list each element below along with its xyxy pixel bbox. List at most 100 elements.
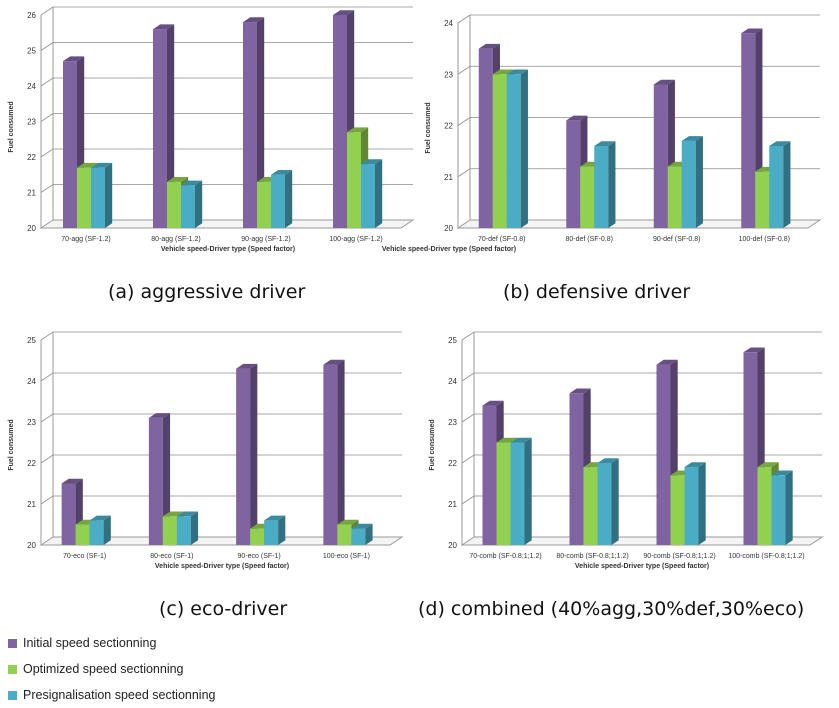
gridline: [457, 117, 820, 126]
bar-front: [243, 22, 257, 228]
bar-side: [195, 180, 203, 228]
bar-top: [337, 519, 359, 525]
bar-side: [250, 363, 258, 545]
bar-front: [337, 524, 352, 545]
x-tick-label: 70-def (SF-0.8): [478, 236, 525, 243]
bar-side: [105, 162, 113, 228]
bar-top: [757, 462, 779, 468]
bar-presignalisation: [181, 180, 203, 228]
gridline: [40, 372, 402, 382]
bar-side: [783, 141, 791, 228]
bar-top: [743, 347, 765, 353]
bar-top: [91, 162, 113, 168]
y-tick-label: 21: [27, 189, 36, 198]
bar-top: [89, 515, 111, 521]
bar-presignalisation: [176, 511, 199, 545]
bar-front: [250, 528, 265, 545]
x-tick-label: 80-comb (SF-0.8;1;1.2): [556, 553, 628, 560]
bar-front: [757, 467, 772, 545]
y-tick-label: 22: [448, 459, 457, 468]
bar-front: [91, 167, 105, 228]
bar-top: [594, 141, 616, 146]
y-tick-label: 20: [27, 224, 36, 233]
bar-top: [684, 462, 706, 468]
y-tick-label: 25: [448, 336, 457, 345]
legend: Initial speed sectionning Optimized spee…: [8, 630, 216, 708]
bar-initial: [153, 24, 175, 229]
bar-top: [176, 511, 199, 517]
gridline: [40, 331, 402, 341]
bar-front: [684, 467, 699, 545]
gridline: [40, 454, 402, 464]
x-tick-label: 80-def (SF-0.8): [566, 236, 613, 243]
bar-top: [181, 180, 203, 186]
bar-presignalisation: [597, 458, 619, 545]
x-axis-title: Vehicle speed-Driver type (Speed factor): [155, 563, 289, 570]
gridline: [461, 372, 822, 382]
bar-side: [785, 470, 793, 545]
bar-front: [333, 15, 347, 228]
bar-side: [375, 159, 383, 228]
bar-presignalisation: [769, 141, 791, 228]
bar-front: [580, 166, 595, 228]
gridline: [457, 168, 820, 178]
bar-presignalisation: [89, 515, 111, 545]
bar-front: [478, 48, 493, 228]
bar-side: [190, 511, 199, 545]
gridline: [461, 454, 822, 464]
bar-front: [347, 132, 361, 228]
caption-b: (b) defensive driver: [503, 281, 691, 303]
bar-side: [520, 69, 528, 228]
bar-presignalisation: [271, 169, 293, 228]
bar-front: [566, 120, 581, 228]
bar-top: [61, 478, 83, 484]
x-tick-label: 90-eco (SF-1): [238, 553, 281, 560]
bar-top: [162, 511, 185, 517]
bar-top: [681, 136, 703, 141]
gridline: [40, 413, 402, 423]
bar-front: [264, 520, 279, 545]
bar-top: [236, 363, 258, 369]
bar-side: [162, 413, 171, 545]
bar-presignalisation: [684, 462, 706, 545]
bar-side: [257, 17, 265, 228]
bar-side: [337, 359, 345, 545]
bar-side: [698, 462, 706, 545]
bar-top: [597, 458, 619, 463]
y-tick-label: 21: [448, 500, 457, 509]
bar-front: [755, 171, 770, 228]
bar-presignalisation: [351, 523, 373, 545]
bar-top: [347, 127, 369, 133]
bar-top: [771, 470, 793, 476]
bar-top: [656, 359, 678, 365]
bar-presignalisation: [510, 437, 532, 545]
y-tick-label: 22: [444, 122, 453, 131]
bar-top: [506, 69, 528, 75]
chart-panel-3: 20 21 22 23 24 25 70-comb (SF-0.8;1;1.2) 80-com…: [429, 331, 824, 570]
bar-front: [653, 84, 668, 228]
bar-front: [63, 61, 77, 229]
x-axis-title: Vehicle speed-Driver type (Speed factor): [161, 246, 295, 253]
bar-top: [482, 400, 504, 406]
bar-side: [695, 136, 703, 228]
y-axis-title: Fuel consumed: [425, 102, 432, 153]
bar-front: [583, 467, 598, 545]
x-tick-label: 80-agg (SF-1.2): [151, 236, 200, 243]
bar-side: [608, 141, 616, 228]
bar-front: [743, 352, 758, 545]
caption-a: (a) aggressive driver: [108, 281, 306, 303]
y-tick-label: 25: [27, 336, 36, 345]
caption-d: (d) combined (40%agg,30%def,30%eco): [418, 598, 805, 620]
bar-side: [611, 458, 619, 545]
bar-front: [162, 516, 177, 545]
y-tick-label: 23: [27, 418, 36, 427]
legend-swatch-optimized: [8, 664, 17, 674]
x-tick-label: 80-eco (SF-1): [150, 553, 193, 560]
x-tick-label: 90-def (SF-0.8): [653, 236, 700, 243]
bar-presignalisation: [264, 515, 286, 545]
legend-item-initial: Initial speed sectionning: [8, 630, 216, 656]
y-tick-label: 24: [27, 82, 36, 91]
bar-front: [153, 29, 167, 229]
x-tick-label: 100-agg (SF-1.2): [329, 236, 382, 243]
bar-front: [323, 364, 338, 545]
